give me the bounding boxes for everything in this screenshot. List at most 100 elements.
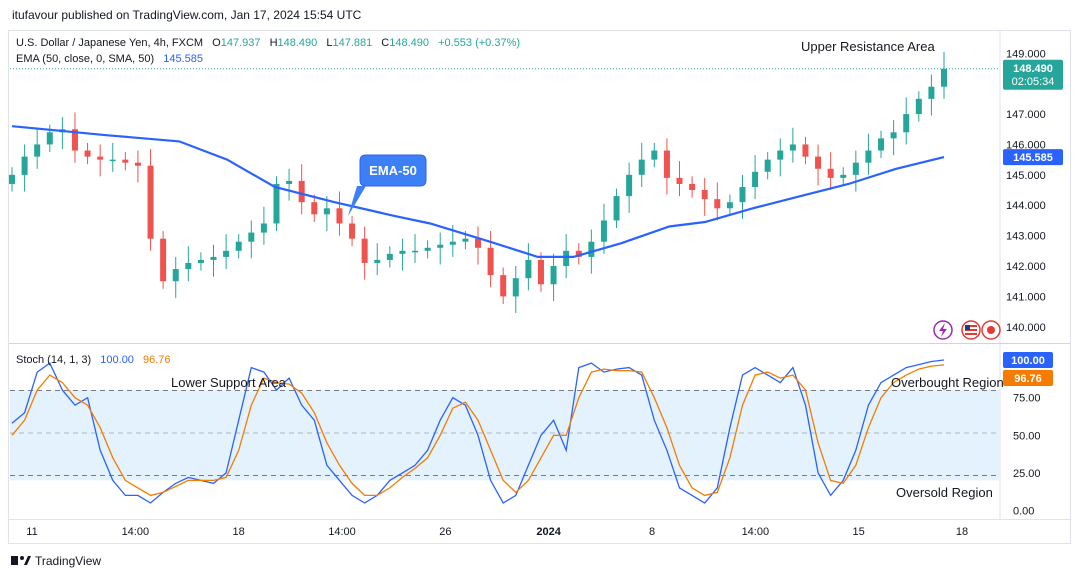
time-tick-label: 18 (956, 526, 968, 538)
candle-body[interactable] (122, 159, 129, 163)
candle-body[interactable] (349, 223, 356, 239)
candle-body[interactable] (915, 98, 922, 115)
ema-50-line[interactable] (11, 125, 945, 258)
candle-body[interactable] (235, 241, 242, 251)
candle-body[interactable] (172, 269, 179, 282)
candle-body[interactable] (537, 259, 544, 285)
candle-body[interactable] (399, 250, 406, 254)
ema-legend[interactable]: EMA (50, close, 0, SMA, 50) 145.585 (16, 53, 203, 65)
ema-price-badge (1003, 149, 1063, 166)
lightning-icon[interactable] (933, 320, 953, 340)
time-tick-label: 8 (649, 526, 655, 538)
candle-body[interactable] (147, 165, 154, 239)
candle-body[interactable] (424, 247, 431, 251)
candle-body[interactable] (260, 223, 267, 233)
candle-body[interactable] (890, 132, 897, 139)
candle-body[interactable] (311, 202, 318, 215)
candle-body[interactable] (210, 256, 217, 260)
candle-body[interactable] (500, 275, 507, 297)
tradingview-logo-icon[interactable] (11, 556, 31, 565)
candle-body[interactable] (613, 196, 620, 221)
stoch-k-badge-value: 100.00 (1011, 355, 1045, 367)
ema-callout-box[interactable] (359, 154, 427, 187)
candle-body[interactable] (840, 174, 847, 178)
candle-body[interactable] (626, 174, 633, 197)
lower-support-label: Lower Support Area (171, 375, 287, 390)
candle-body[interactable] (764, 159, 771, 172)
candle-body[interactable] (286, 180, 293, 184)
stoch-d-badge (1003, 370, 1053, 387)
candle-body[interactable] (449, 241, 456, 245)
candle-body[interactable] (689, 183, 696, 191)
candle-body[interactable] (134, 162, 141, 166)
candle-body[interactable] (512, 278, 519, 297)
candle-body[interactable] (852, 162, 859, 175)
time-tick-label: 18 (233, 526, 245, 538)
candle-body[interactable] (487, 247, 494, 276)
candle-body[interactable] (298, 180, 305, 203)
candle-body[interactable] (878, 138, 885, 151)
candle-body[interactable] (71, 129, 78, 151)
symbol-legend: U.S. Dollar / Japanese Yen, 4h, FXCM O14… (16, 37, 520, 49)
candle-body[interactable] (323, 208, 330, 215)
candle-body[interactable] (941, 68, 947, 87)
candle-body[interactable] (588, 241, 595, 257)
candle-body[interactable] (336, 208, 343, 224)
candle-body[interactable] (109, 159, 116, 162)
candle-body[interactable] (903, 114, 910, 133)
candle-body[interactable] (739, 187, 746, 203)
candle-body[interactable] (374, 259, 381, 263)
record-icon[interactable] (981, 320, 1001, 340)
candle-body[interactable] (412, 250, 419, 253)
candle-body[interactable] (827, 168, 834, 178)
upper-resistance-label: Upper Resistance Area (801, 39, 935, 54)
candle-body[interactable] (386, 253, 393, 260)
footer-brand[interactable]: TradingView (35, 554, 101, 568)
candle-body[interactable] (525, 259, 532, 279)
stoch-k-line[interactable] (11, 359, 945, 504)
stoch-legend[interactable]: Stoch (14, 1, 3) 100.00 96.76 (16, 354, 171, 366)
candle-body[interactable] (9, 174, 15, 184)
candle-body[interactable] (638, 159, 645, 175)
time-tick-label: 14:00 (122, 526, 150, 538)
candle-body[interactable] (777, 150, 784, 160)
price-tick-label: 145.000 (1006, 170, 1046, 182)
stoch-band-fill (10, 390, 1000, 481)
us-flag-icon[interactable] (961, 320, 981, 340)
candle-body[interactable] (462, 238, 469, 242)
candle-body[interactable] (34, 144, 41, 157)
candle-body[interactable] (726, 202, 733, 209)
candle-body[interactable] (815, 156, 822, 169)
candle-body[interactable] (248, 232, 255, 242)
candle-body[interactable] (550, 266, 557, 285)
candle-body[interactable] (789, 144, 796, 151)
candle-body[interactable] (21, 156, 28, 175)
candle-body[interactable] (575, 250, 582, 257)
candle-body[interactable] (865, 150, 872, 163)
candle-body[interactable] (928, 86, 935, 99)
candle-body[interactable] (185, 262, 192, 270)
stoch-axis-ticks: 75.00 50.00 25.00 0.00 (1013, 393, 1041, 518)
time-tick-label: 14:00 (742, 526, 770, 538)
candle-body[interactable] (663, 150, 670, 178)
candle-body[interactable] (714, 199, 721, 209)
candle-body[interactable] (563, 250, 570, 267)
candle-body[interactable] (600, 220, 607, 242)
candle-body[interactable] (475, 238, 481, 248)
stoch-d-line[interactable] (11, 364, 945, 497)
candle-body[interactable] (223, 250, 230, 257)
candle-body[interactable] (437, 244, 444, 248)
candle-body[interactable] (651, 150, 658, 160)
candle-body[interactable] (273, 183, 280, 224)
candle-body[interactable] (361, 238, 368, 263)
candle-body[interactable] (197, 259, 204, 263)
candle-body[interactable] (802, 144, 809, 157)
candle-body[interactable] (160, 238, 167, 282)
candle-body[interactable] (752, 171, 759, 187)
candle-body[interactable] (46, 132, 53, 145)
candle-body[interactable] (84, 150, 91, 157)
candle-body[interactable] (97, 156, 104, 160)
candle-body[interactable] (701, 190, 708, 200)
candle-body[interactable] (676, 177, 683, 184)
